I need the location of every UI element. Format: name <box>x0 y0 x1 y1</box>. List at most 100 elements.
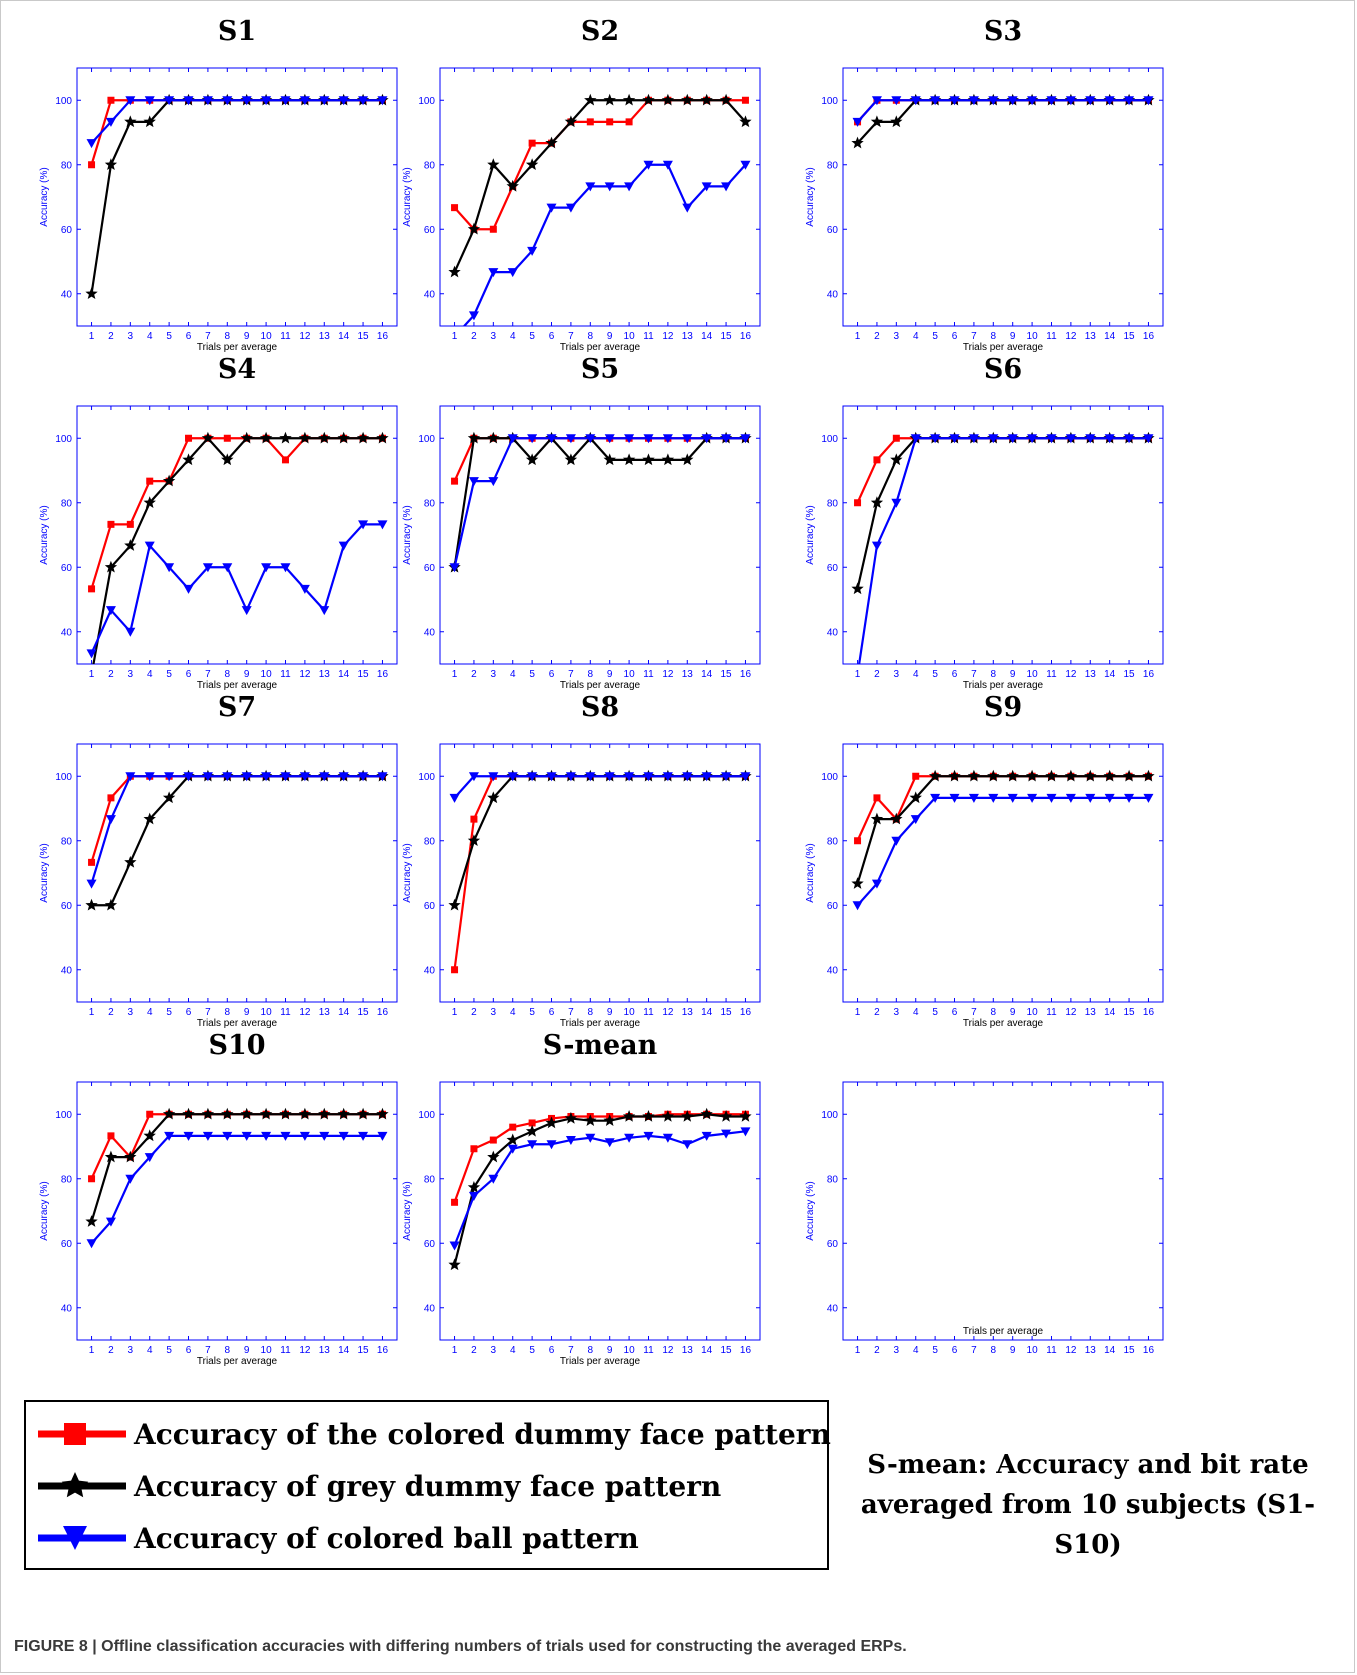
marker-triangle-down <box>871 541 882 551</box>
marker-star <box>851 136 864 149</box>
marker-triangle-down <box>949 96 960 106</box>
marker-star <box>1122 769 1136 782</box>
note-line-2: averaged from 10 subjects (S1-S10) <box>860 1490 1316 1560</box>
axes-box <box>439 743 761 1003</box>
marker-triangle-down <box>261 772 272 782</box>
marker-star <box>1064 769 1078 782</box>
chart-panel-s7: S7 40 60 80 100 1 2 3 4 5 6 7 8 9 10 11 12 13 14 15 16 Trials… <box>10 676 440 1031</box>
x-tick-label: 15 <box>720 331 732 342</box>
marker-star <box>221 1107 234 1120</box>
series-line-star <box>91 775 383 907</box>
x-tick-label: 14 <box>1104 331 1116 342</box>
marker-triangle-down <box>585 1133 596 1143</box>
marker-star <box>448 1258 461 1271</box>
marker-star <box>890 453 903 466</box>
y-tick-label: 60 <box>827 225 839 236</box>
y-tick-label: 40 <box>827 1303 839 1314</box>
marker-star <box>104 898 118 911</box>
y-tick-label: 60 <box>424 563 436 574</box>
x-axis-label: Trials per average <box>963 342 1044 353</box>
marker-triangle-down <box>105 117 116 127</box>
marker-triangle-down <box>930 793 941 803</box>
marker-triangle-down <box>624 182 635 192</box>
legend-swatch-triangle <box>38 1526 126 1550</box>
marker-triangle-down <box>643 434 654 444</box>
y-tick-label: 100 <box>821 434 838 445</box>
marker-triangle-down <box>507 1144 518 1154</box>
series-line-square <box>856 775 1149 842</box>
plot-area <box>448 1107 752 1271</box>
chart-title: S9 <box>984 692 1022 723</box>
marker-triangle-down <box>507 268 518 278</box>
x-tick-label: 13 <box>1085 669 1097 680</box>
y-tick-label: 80 <box>827 160 839 171</box>
x-tick-label: 8 <box>588 1007 594 1018</box>
marker-triangle-down <box>604 182 615 192</box>
marker-triangle-down <box>721 772 732 782</box>
axes-box <box>439 1081 761 1341</box>
marker-star <box>506 1133 519 1146</box>
marker-star <box>661 1110 675 1122</box>
marker-triangle-down <box>125 96 136 106</box>
x-tick-label: 15 <box>720 669 732 680</box>
y-tick-label: 100 <box>55 434 72 445</box>
marker-star <box>661 93 675 106</box>
x-tick-label: 7 <box>568 1345 574 1356</box>
marker-triangle-down <box>358 1131 369 1141</box>
marker-triangle-down <box>299 96 310 106</box>
x-tick-label: 1 <box>452 331 458 342</box>
marker-triangle-down <box>507 772 518 782</box>
marker-triangle-down <box>546 772 557 782</box>
marker-square <box>451 1198 459 1206</box>
y-tick-label: 100 <box>821 772 838 783</box>
x-tick-label: 12 <box>299 669 311 680</box>
marker-star <box>279 1107 292 1120</box>
marker-triangle-down <box>701 434 712 444</box>
x-axis-label: Trials per average <box>963 680 1044 691</box>
marker-star <box>240 1107 253 1120</box>
x-tick-label: 2 <box>874 1345 880 1356</box>
marker-star <box>467 431 481 444</box>
marker-triangle-down <box>604 772 615 782</box>
x-tick-label: 13 <box>319 1007 331 1018</box>
x-tick-label: 6 <box>549 669 555 680</box>
x-tick-label: 2 <box>471 1007 477 1018</box>
x-tick-label: 13 <box>319 669 331 680</box>
x-tick-label: 9 <box>607 1345 613 1356</box>
marker-triangle-down <box>183 1131 194 1141</box>
marker-triangle-down <box>1007 793 1018 803</box>
x-tick-label: 9 <box>244 1007 250 1018</box>
marker-triangle-down <box>910 96 921 106</box>
plot-area <box>448 769 752 974</box>
x-tick-label: 9 <box>244 331 250 342</box>
legend-label-colored-face: Accuracy of the colored dummy face patte… <box>134 1417 831 1451</box>
note-line-1: S-mean: Accuracy and bit rate <box>867 1450 1309 1480</box>
marker-star <box>564 115 578 128</box>
x-tick-label: 14 <box>338 1007 350 1018</box>
x-tick-label: 3 <box>894 1007 900 1018</box>
marker-triangle-down <box>1124 793 1135 803</box>
x-tick-label: 13 <box>1085 1007 1097 1018</box>
x-tick-label: 12 <box>662 669 674 680</box>
marker-triangle-down <box>449 563 460 573</box>
x-tick-label: 10 <box>1027 669 1039 680</box>
x-tick-label: 15 <box>357 669 369 680</box>
plot-area <box>86 431 389 664</box>
x-tick-label: 16 <box>377 1007 389 1018</box>
x-tick-label: 3 <box>894 331 900 342</box>
plot-area <box>448 431 752 573</box>
marker-square <box>489 225 497 233</box>
marker-star <box>642 453 655 466</box>
x-tick-label: 1 <box>855 331 861 342</box>
marker-triangle-down <box>507 434 518 444</box>
x-tick-label: 6 <box>186 669 192 680</box>
figure-caption: FIGURE 8 | Offline classification accura… <box>14 1638 907 1655</box>
x-tick-label: 12 <box>299 1345 311 1356</box>
x-tick-label: 5 <box>166 1007 172 1018</box>
marker-square <box>223 434 231 442</box>
marker-square <box>873 456 881 464</box>
x-tick-label: 8 <box>225 1345 231 1356</box>
x-tick-label: 3 <box>491 1007 497 1018</box>
